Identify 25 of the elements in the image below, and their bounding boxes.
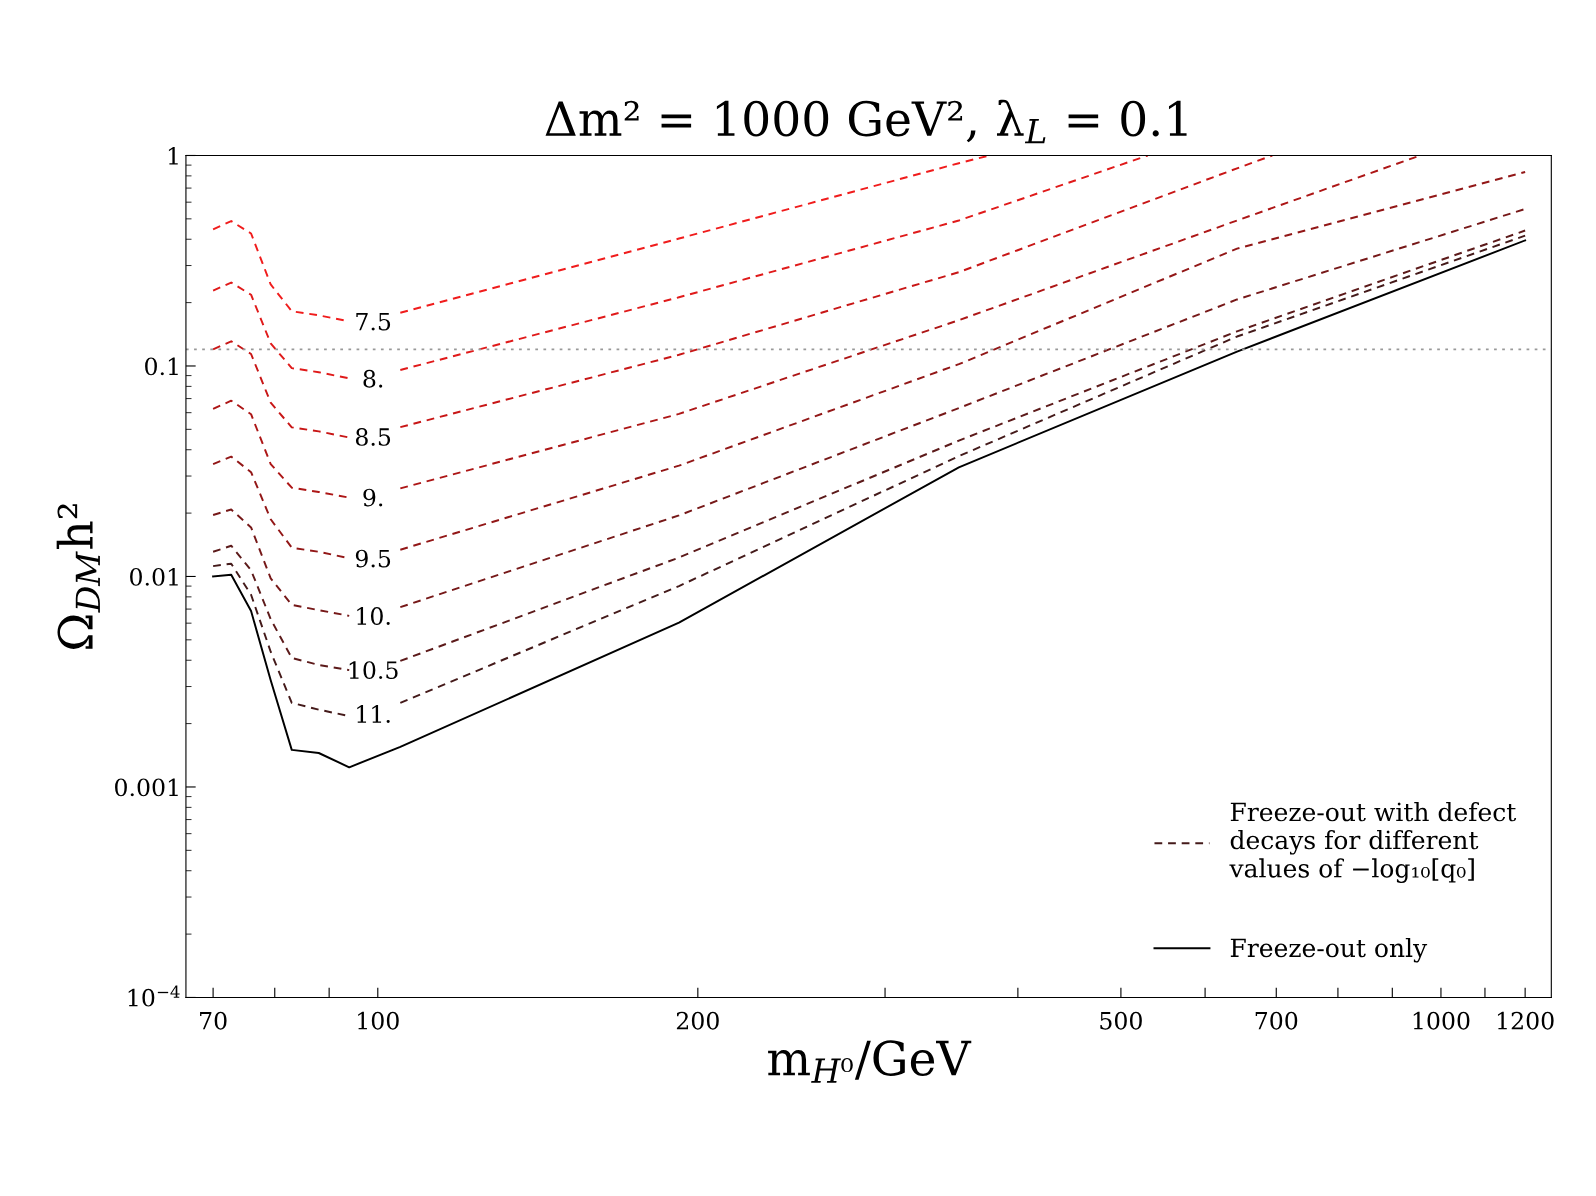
chart-title: Δm² = 1000 GeV², λ$_{L}$ = 0.1	[545, 99, 1187, 144]
y-tick-label: 10$^{−4}$	[128, 985, 180, 1007]
series-label: 9.	[363, 488, 383, 507]
y-tick-label: 1	[168, 146, 178, 165]
x-tick-label: 500	[1100, 1011, 1142, 1030]
x-tick-label: 1200	[1497, 1011, 1554, 1030]
series-label: 8.	[363, 369, 383, 388]
x-tick-label: 200	[676, 1011, 719, 1030]
y-tick-label: 0.1	[145, 357, 178, 376]
series-label: 8.5	[355, 427, 391, 446]
legend-title: Freeze-out with defect decays for different values of −log₁₀[q₀]	[1229, 802, 1517, 883]
series-label: 7.5	[356, 312, 391, 331]
series-label: 10.	[357, 607, 390, 625]
x-tick-label: 100	[358, 1011, 399, 1030]
series-label: 9.5	[355, 549, 391, 568]
x-tick-label: 700	[1255, 1011, 1298, 1030]
series-label: 10.5	[349, 661, 398, 680]
legend-label: Freeze-out only	[1230, 937, 1428, 963]
x-tick-label: 70	[200, 1011, 227, 1030]
y-tick-label: 0.01	[130, 567, 178, 586]
y-tick-label: 0.001	[115, 778, 178, 797]
x-axis-title: m$_{H⁰}$/GeV	[768, 1040, 972, 1083]
y-axis-title: Ω$_{DM}$h²	[56, 504, 100, 649]
x-tick-label: 1000	[1413, 1011, 1470, 1030]
series-label: 11.	[357, 705, 390, 723]
